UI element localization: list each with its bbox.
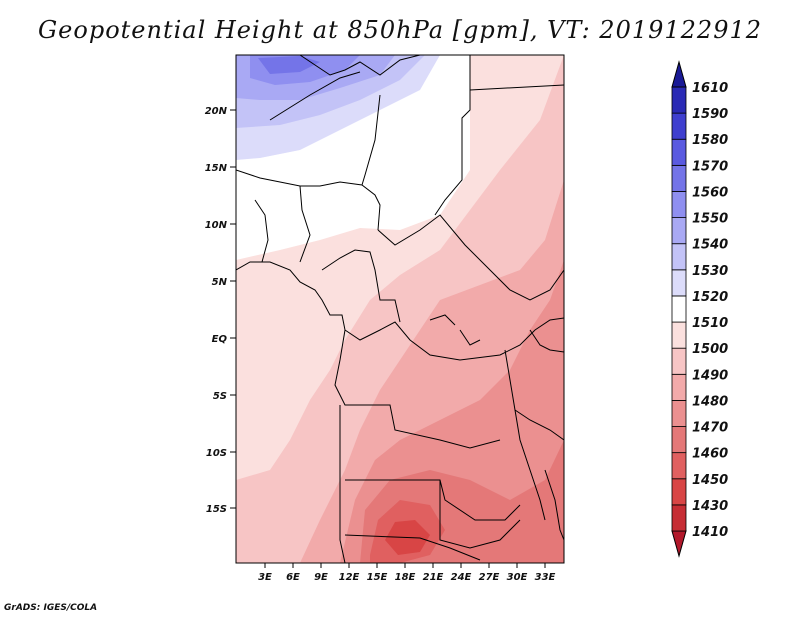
height-field bbox=[236, 55, 564, 563]
colorbar-label: 1530 bbox=[692, 264, 728, 279]
colorbar-label: 1480 bbox=[692, 394, 728, 409]
colorbar-swatch bbox=[671, 243, 687, 271]
lon-label: 3E bbox=[258, 572, 272, 583]
colorbar-swatch bbox=[671, 373, 687, 401]
colorbar-label: 1510 bbox=[692, 316, 728, 331]
lon-label: 24E bbox=[451, 572, 472, 583]
colorbar-label: 1590 bbox=[692, 107, 728, 122]
lat-label: 5S bbox=[213, 391, 227, 402]
lat-ticks bbox=[230, 109, 236, 509]
colorbar-label: 1570 bbox=[692, 159, 728, 174]
colorbar-label: 1460 bbox=[692, 447, 728, 462]
colorbar-swatch bbox=[671, 138, 687, 166]
colorbar-swatch bbox=[671, 321, 687, 349]
country-borders bbox=[236, 55, 564, 563]
lon-label: 27E bbox=[479, 572, 500, 583]
colorbar-label: 1550 bbox=[692, 212, 728, 227]
lat-label: 20N bbox=[205, 106, 228, 117]
colorbar-label: 1490 bbox=[692, 368, 728, 383]
lon-label: 15E bbox=[367, 572, 388, 583]
colorbar-swatch bbox=[671, 191, 687, 218]
lon-label: 18E bbox=[395, 572, 416, 583]
colorbar-swatch bbox=[671, 426, 687, 454]
colorbar-swatch bbox=[671, 400, 687, 427]
colorbar-swatch bbox=[671, 112, 687, 140]
colorbar-label: 1540 bbox=[692, 238, 728, 253]
lat-labels: 20N 15N 10N 5N EQ 5S 10S 15S bbox=[205, 106, 228, 515]
lon-label: 6E bbox=[286, 572, 300, 583]
colorbar-label: 1580 bbox=[692, 133, 728, 148]
map-title: Geopotential Height at 850hPa [gpm], VT:… bbox=[38, 16, 762, 44]
colorbar-swatch bbox=[671, 164, 687, 192]
colorbar-swatch bbox=[671, 478, 687, 506]
lon-label: 9E bbox=[314, 572, 328, 583]
lat-label: EQ bbox=[212, 334, 228, 345]
lon-label: 33E bbox=[535, 572, 556, 583]
lon-label: 30E bbox=[507, 572, 528, 583]
colorbar-label: 1500 bbox=[692, 342, 728, 357]
colorbar-end-high bbox=[671, 60, 687, 88]
credit-label: GrADS: IGES/COLA bbox=[4, 603, 98, 613]
colorbar-end-low bbox=[671, 530, 687, 558]
colorbar-swatch bbox=[671, 217, 687, 245]
lat-label: 10N bbox=[205, 220, 228, 231]
colorbar-label: 1410 bbox=[692, 525, 728, 540]
map-frame bbox=[235, 54, 565, 564]
colorbar-swatch bbox=[671, 269, 687, 297]
lon-label: 12E bbox=[339, 572, 360, 583]
colorbar-label: 1520 bbox=[692, 290, 728, 305]
colorbar-swatch bbox=[671, 295, 687, 323]
lat-label: 15S bbox=[206, 504, 227, 515]
lat-label: 5N bbox=[212, 277, 228, 288]
colorbar-swatch bbox=[671, 452, 687, 480]
lat-label: 15N bbox=[205, 163, 228, 174]
colorbar-label: 1450 bbox=[692, 473, 728, 488]
colorbar-swatch bbox=[671, 347, 687, 375]
colorbar-swatch bbox=[671, 504, 687, 532]
lon-labels: 3E 6E 9E 12E 15E 18E 21E 24E 27E 30E 33E bbox=[258, 572, 555, 583]
colorbar-label: 1470 bbox=[692, 421, 728, 436]
colorbar-swatch bbox=[671, 86, 687, 114]
colorbar: 1410 1430 1450 1460 1470 1480 1490 1500 1510 1520… bbox=[671, 60, 728, 558]
lon-label: 21E bbox=[423, 572, 444, 583]
colorbar-label: 1430 bbox=[692, 499, 728, 514]
lat-label: 10S bbox=[206, 448, 227, 459]
lon-ticks bbox=[264, 563, 546, 568]
colorbar-label: 1610 bbox=[692, 81, 728, 96]
colorbar-label: 1560 bbox=[692, 185, 728, 200]
